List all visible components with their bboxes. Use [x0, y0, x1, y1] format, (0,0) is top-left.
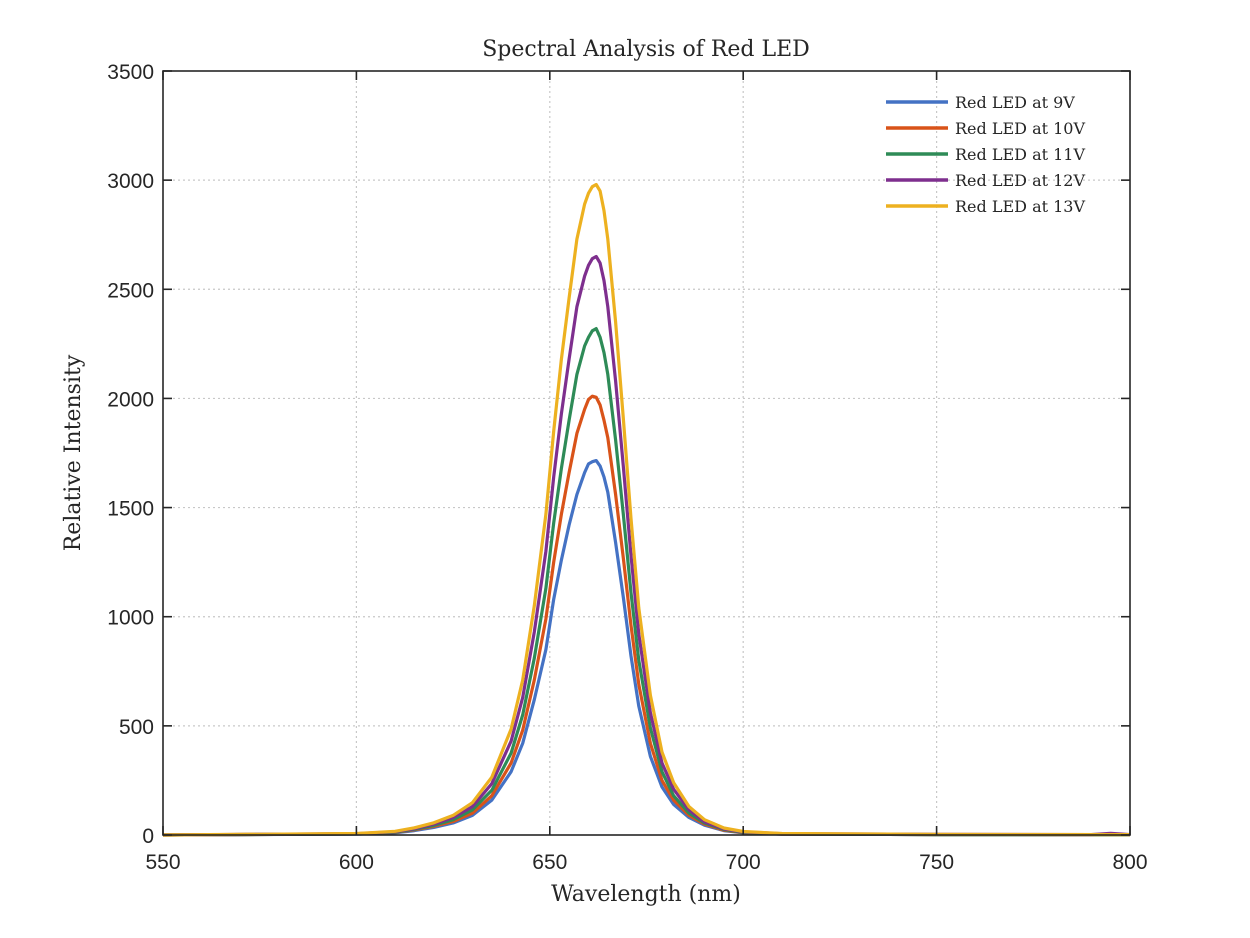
series-line-3 — [162, 327, 1131, 837]
x-tick-label: 650 — [532, 851, 567, 874]
x-axis-label: Wavelength (nm) — [551, 882, 741, 907]
y-tick-label: 3500 — [107, 61, 154, 84]
legend-label-1: Red LED at 9V — [955, 93, 1075, 112]
x-tick-label: 600 — [339, 851, 374, 874]
y-tick-label: 1500 — [107, 498, 154, 521]
legend-label-3: Red LED at 11V — [955, 145, 1085, 164]
y-tick-label: 3000 — [107, 170, 154, 193]
tick-labels: 550 600 650 700 750 800 0 500 1000 1500 2000 2500 30… — [107, 61, 1147, 874]
series-layer — [162, 182, 1131, 837]
y-tick-label: 1000 — [107, 607, 154, 630]
series-line-5 — [162, 182, 1131, 837]
legend: Red LED at 9V Red LED at 10V Red LED at 11… — [886, 93, 1085, 216]
x-tick-label: 700 — [726, 851, 761, 874]
series-line-1 — [162, 459, 1131, 837]
x-tick-label: 550 — [145, 851, 180, 874]
y-axis-label: Relative Intensity — [61, 354, 86, 551]
y-tick-label: 2000 — [107, 388, 154, 411]
x-tick-label: 800 — [1112, 851, 1147, 874]
y-tick-label: 0 — [142, 825, 154, 848]
chart-title: Spectral Analysis of Red LED — [482, 37, 810, 62]
y-tick-label: 500 — [119, 716, 154, 739]
y-tick-label: 2500 — [107, 279, 154, 302]
series-line-2 — [162, 394, 1131, 837]
legend-label-5: Red LED at 13V — [955, 197, 1085, 216]
legend-label-4: Red LED at 12V — [955, 171, 1085, 190]
legend-label-2: Red LED at 10V — [955, 119, 1085, 138]
x-tick-label: 750 — [919, 851, 954, 874]
axes-layer — [162, 70, 1131, 836]
grid-lines — [163, 71, 1130, 835]
axes-box — [162, 70, 1131, 836]
